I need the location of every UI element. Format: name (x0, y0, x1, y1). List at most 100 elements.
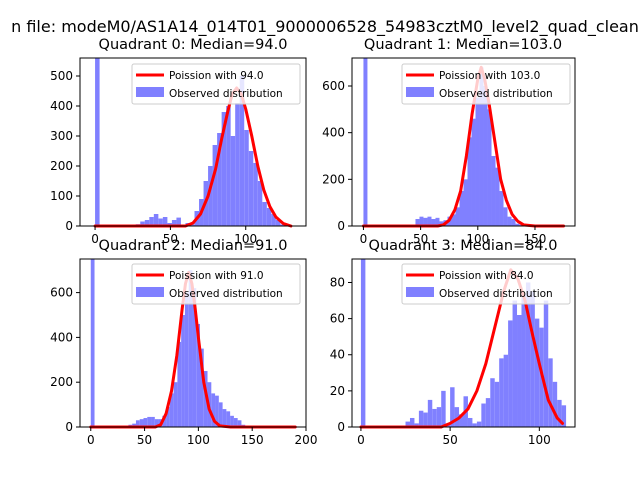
quadrant-3-hist-bar (432, 408, 437, 427)
quadrant-0-hist-bar (189, 224, 195, 226)
quadrant-3-hist-bar (405, 421, 410, 427)
quadrant-0-hist-bar (271, 214, 276, 226)
quadrant-2-hist-bar (218, 402, 223, 427)
quadrant-1-panel: Quadrant 1: Median=103.0 0 50 100 150 0 200 40… (322, 37, 576, 246)
quadrant-0-legend-box (131, 63, 301, 105)
quadrant-3-x-tick-label: 50 (442, 433, 457, 447)
quadrant-2-legend: Poission with 91.0 Observed distribution (131, 263, 301, 305)
quadrant-3-hist-bar (552, 381, 558, 427)
quadrant-3-hist-bar (503, 354, 509, 427)
quadrant-0-panel: Quadrant 0: Median=94.0 0 50 100 0 100 200 300… (50, 37, 307, 246)
quadrant-3-hist-bar (459, 414, 464, 427)
quadrant-3-title: Quadrant 3: Median=84.0 (369, 238, 558, 254)
quadrant-0-y-tick-label: 100 (50, 189, 73, 203)
quadrant-2-hist-bar (154, 419, 159, 427)
quadrant-0-y-tick-label: 500 (50, 69, 73, 83)
quadrant-1-x-tick-label: 100 (466, 232, 489, 246)
quadrant-0-hist-bar (257, 181, 263, 226)
quadrant-2-hist-bar (237, 420, 242, 427)
quadrant-0-hist-bar (262, 202, 267, 226)
quadrant-1-hist-bar (419, 216, 424, 226)
quadrant-3-x-tick-label: 100 (528, 433, 551, 447)
quadrant-2-hist-bar (233, 418, 238, 427)
quadrant-2-hist-bar (162, 415, 167, 427)
quadrant-3-y-tick-label: 0 (337, 420, 345, 434)
quadrant-0-hist-bar (280, 224, 285, 226)
quadrant-2-hist-bar (169, 393, 174, 427)
quadrant-3-legend-hist-swatch (406, 287, 434, 297)
quadrant-1-y-tick-label: 600 (322, 79, 345, 93)
quadrant-3-hist-bar (418, 410, 424, 427)
quadrant-1-x-tick-label: 50 (413, 232, 428, 246)
quadrant-3-hist-bar (423, 412, 428, 427)
quadrant-3-hist-bar (472, 423, 477, 427)
quadrant-3-hist-bar (543, 300, 549, 427)
quadrant-2-x-tick-label: 0 (87, 433, 95, 447)
quadrant-2-hist-bar (147, 416, 152, 427)
quadrant-1-hist-bar (435, 217, 440, 226)
quadrant-2-hist-bar (230, 415, 234, 427)
quadrant-3-hist-bar (512, 300, 518, 427)
quadrant-1-hist-bar (451, 214, 456, 226)
quadrant-2-legend-hist-swatch (136, 287, 164, 297)
quadrant-1-hist-bar (459, 191, 464, 226)
quadrant-0-legend: Poission with 94.0 Observed distribution (131, 63, 301, 105)
quadrant-2-x-tick-label: 200 (295, 433, 318, 447)
quadrant-0-title: Quadrant 0: Median=94.0 (99, 37, 288, 53)
quadrant-1-hist-bar (519, 224, 524, 226)
quadrant-2-hist-bar (132, 423, 136, 427)
quadrant-1-legend-fit-label: Poission with 103.0 (439, 70, 540, 82)
quadrant-1-y-tick-label: 400 (322, 126, 345, 140)
quadrant-1-hist-bar (487, 109, 492, 226)
quadrant-2-x-tick-label: 50 (137, 433, 152, 447)
quadrant-2-legend-box (131, 263, 301, 305)
quadrant-3-y-tick-label: 80 (330, 275, 345, 289)
quadrant-3-hist-bar (409, 417, 415, 427)
quadrant-1-legend: Poission with 103.0 Observed distributio… (401, 63, 571, 105)
quadrant-2-axes-frame (79, 258, 307, 428)
quadrant-2-hist-bar (173, 382, 178, 427)
quadrant-3-hist-bar (476, 421, 482, 427)
quadrant-1-hist-bar (499, 191, 504, 226)
quadrant-0-legend-hist-label: Observed distribution (169, 88, 283, 100)
quadrant-0-hist-bar (171, 220, 177, 226)
quadrant-3-legend: Poission with 84.0 Observed distribution (401, 263, 571, 305)
quadrant-1-axes-frame (351, 57, 576, 227)
quadrant-0-hist-bar (158, 218, 163, 226)
quadrant-1-hist-bar (479, 67, 484, 226)
quadrant-1-hist-bar (427, 216, 432, 226)
quadrant-2-hist-bar (215, 395, 219, 427)
quadrant-2-hist-bar (184, 292, 189, 427)
quadrant-3-hist-bar (454, 407, 460, 427)
quadrant-2-hist-bar (181, 315, 185, 427)
quadrant-0-hist-bar (162, 217, 168, 226)
quadrant-3-hist-bar (561, 405, 567, 427)
quadrant-2-legend-fit-label: Poission with 91.0 (169, 270, 264, 282)
quadrant-2-hist-bar (226, 411, 231, 427)
quadrant-1-hist-bar (515, 223, 520, 226)
quadrant-0-hist-bar (149, 217, 154, 226)
quadrant-3-hist-bar (525, 282, 531, 427)
quadrant-3-y-tick-label: 40 (330, 348, 345, 362)
quadrant-2-title: Quadrant 2: Median=91.0 (99, 238, 288, 254)
quadrant-2-hist-bar (139, 419, 144, 427)
quadrant-1-hist-bar (495, 167, 500, 226)
quadrant-0-y-tick-label: 300 (50, 129, 73, 143)
quadrant-1-legend-hist-label: Observed distribution (439, 88, 553, 100)
quadrant-0-hist-bar (244, 130, 249, 226)
quadrant-3-hist-bar (490, 378, 495, 427)
quadrant-0-hist-bar (253, 163, 258, 226)
quadrant-1-hist-bar (471, 118, 476, 226)
quadrant-0-hist-bar (176, 217, 181, 226)
quadrant-1-hist-bar (507, 216, 512, 226)
quadrant-1-y-tick-label: 0 (337, 219, 345, 233)
quadrant-2-legend-hist-label: Observed distribution (169, 288, 283, 300)
quadrant-0-hist-bar (212, 145, 218, 226)
quadrant-1-hist-bar (463, 179, 468, 226)
quadrant-1-hist-bar (431, 219, 436, 226)
quadrant-1-hist-bar (503, 207, 508, 226)
quadrant-3-hist-bar (427, 399, 433, 427)
quadrant-0-legend-hist-swatch (136, 87, 164, 97)
quadrant-1-hist-bar (415, 219, 420, 226)
